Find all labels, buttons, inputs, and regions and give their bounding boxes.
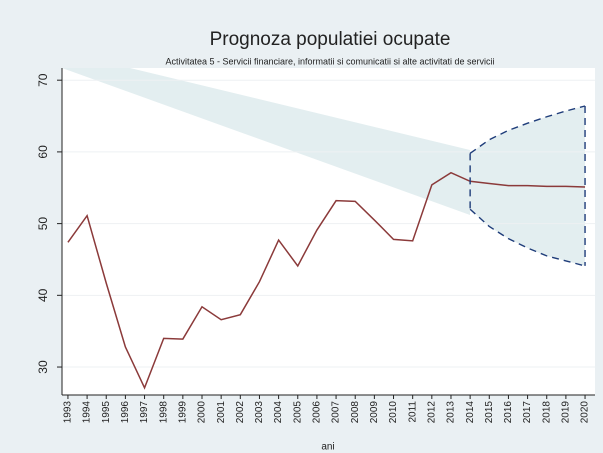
x-tick-label: 2013 (446, 401, 457, 424)
y-tick-label: 50 (36, 217, 50, 231)
series-line (469, 208, 586, 267)
chart-subtitle: Activitatea 5 - Servicii financiare, inf… (165, 56, 494, 66)
x-tick-label: 2015 (484, 401, 495, 424)
x-tick-label: 1997 (139, 401, 150, 424)
x-tick-label: 2014 (465, 401, 476, 424)
x-tick-label: 2003 (254, 401, 265, 424)
x-tick-label: 2017 (522, 401, 533, 424)
x-tick-label: 2005 (292, 401, 303, 424)
x-tick-label: 2020 (580, 401, 591, 424)
x-tick-label: 2002 (235, 401, 246, 424)
x-tick-label: 2007 (331, 401, 342, 424)
x-tick-label: 1993 (63, 401, 74, 424)
x-tick-label: 1995 (101, 401, 112, 424)
series-line (67, 171, 586, 390)
chart-title: Prognoza populatiei ocupate (210, 29, 451, 50)
y-tick-label: 70 (36, 73, 50, 87)
x-tick-label: 2011 (407, 401, 418, 423)
x-axis-label: ani (321, 442, 334, 453)
x-tick-label: 2001 (216, 401, 227, 424)
y-tick-label: 60 (36, 145, 50, 159)
x-tick-label: 1999 (177, 401, 188, 424)
x-tick-label: 2018 (541, 401, 552, 424)
x-tick-label: 2016 (503, 401, 514, 424)
x-tick-label: 1994 (82, 401, 93, 424)
x-tick-label: 2008 (350, 401, 361, 424)
x-tick-label: 2004 (273, 401, 284, 424)
x-tick-label: 1996 (120, 401, 131, 424)
series-line (469, 105, 586, 154)
x-tick-label: 2000 (197, 401, 208, 424)
shading-artifact (62, 68, 470, 215)
x-tick-label: 2019 (561, 401, 572, 424)
x-tick-label: 2009 (369, 401, 380, 424)
x-tick-label: 2006 (312, 401, 323, 424)
x-tick-label: 2012 (426, 401, 437, 424)
y-tick-label: 30 (36, 360, 50, 374)
y-tick-label: 40 (36, 288, 50, 302)
x-tick-label: 1998 (158, 401, 169, 424)
x-tick-label: 2010 (388, 401, 399, 424)
